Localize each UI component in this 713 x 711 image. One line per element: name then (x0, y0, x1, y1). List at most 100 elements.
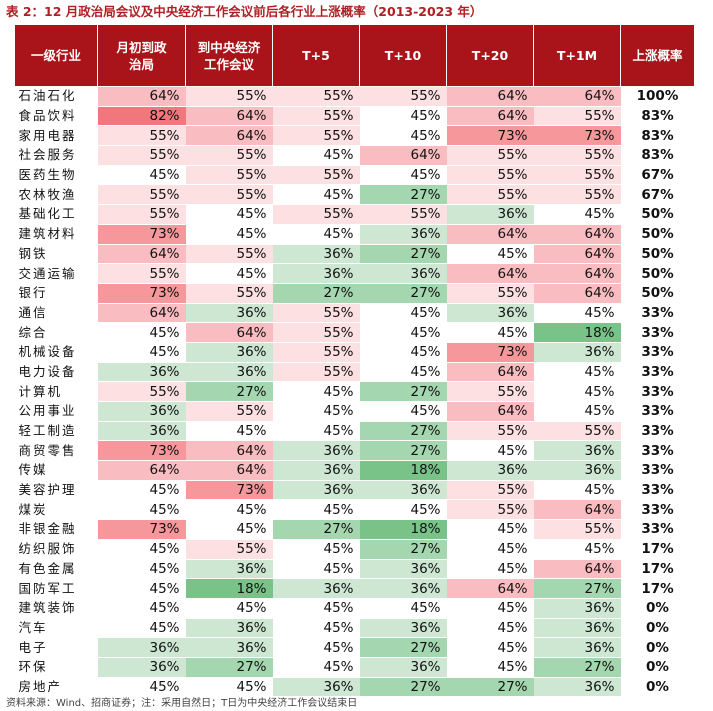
table-row: 环保 36% 27% 45% 36% 45% 27% 0% (14, 657, 695, 678)
probability-cell: 33% (620, 381, 695, 402)
table-body: 石油石化 64% 55% 55% 55% 64% 64% 100% 食品饮料 82% 64% 55% 4… (14, 86, 695, 698)
probability-cell: 33% (620, 460, 695, 481)
value-cell: 45% (359, 303, 447, 324)
value-cell: 55% (185, 184, 273, 206)
value-cell: 64% (446, 263, 534, 284)
table-row: 电力设备 36% 36% 55% 45% 64% 45% 33% (14, 362, 695, 383)
value-cell: 73% (97, 519, 186, 540)
probability-cell: 50% (620, 263, 695, 284)
probability-cell: 0% (620, 598, 695, 619)
header-probability: 上涨概率 (620, 24, 695, 87)
value-cell: 27% (533, 657, 621, 678)
table-row: 公用事业 36% 55% 45% 45% 64% 45% 33% (14, 401, 695, 422)
industry-name: 钢铁 (14, 244, 98, 265)
industry-name: 房地产 (14, 677, 98, 698)
value-cell: 55% (97, 125, 186, 147)
header-t10: T+10 (359, 24, 447, 87)
value-cell: 73% (446, 125, 534, 147)
value-cell: 36% (272, 578, 360, 599)
table-row: 非银金融 73% 45% 27% 18% 45% 55% 33% (14, 519, 695, 540)
header-t20: T+20 (446, 24, 534, 87)
value-cell: 36% (272, 460, 360, 481)
value-cell: 36% (185, 342, 273, 363)
value-cell: 45% (533, 480, 621, 501)
value-cell: 45% (97, 559, 186, 580)
probability-cell: 50% (620, 283, 695, 304)
industry-name: 非银金融 (14, 519, 98, 540)
value-cell: 55% (446, 283, 534, 304)
value-cell: 64% (185, 125, 273, 147)
value-cell: 45% (185, 519, 273, 540)
value-cell: 45% (533, 539, 621, 560)
value-cell: 36% (272, 244, 360, 265)
value-cell: 55% (533, 421, 621, 442)
probability-cell: 67% (620, 184, 695, 206)
value-cell: 73% (533, 125, 621, 147)
industry-probability-table: 一级行业 月初到政治局 到中央经济工作会议 T+5 T+10 T+20 T+1M… (14, 24, 695, 698)
value-cell: 55% (97, 263, 186, 284)
probability-cell: 0% (620, 657, 695, 678)
probability-cell: 83% (620, 106, 695, 127)
value-cell: 55% (533, 145, 621, 166)
value-cell: 45% (446, 598, 534, 619)
value-cell: 45% (272, 381, 360, 402)
value-cell: 45% (359, 598, 447, 619)
probability-cell: 17% (620, 578, 695, 599)
value-cell: 45% (185, 421, 273, 442)
value-cell: 55% (272, 106, 360, 127)
value-cell: 64% (446, 106, 534, 127)
value-cell: 64% (446, 224, 534, 245)
table-row: 煤炭 45% 45% 45% 45% 55% 64% 33% (14, 499, 695, 521)
value-cell: 45% (446, 559, 534, 580)
industry-name: 美容护理 (14, 480, 98, 501)
value-cell: 36% (97, 637, 186, 658)
probability-cell: 17% (620, 559, 695, 580)
value-cell: 55% (185, 244, 273, 265)
value-cell: 55% (533, 519, 621, 540)
table-row: 石油石化 64% 55% 55% 55% 64% 64% 100% (14, 86, 695, 107)
probability-cell: 33% (620, 499, 695, 521)
value-cell: 45% (97, 598, 186, 619)
value-cell: 45% (446, 244, 534, 265)
industry-name: 交通运输 (14, 263, 98, 284)
value-cell: 36% (97, 421, 186, 442)
value-cell: 45% (185, 224, 273, 245)
value-cell: 45% (97, 499, 186, 521)
table-row: 农林牧渔 55% 55% 45% 27% 55% 55% 67% (14, 184, 695, 206)
value-cell: 36% (359, 559, 447, 580)
table-row: 房地产 45% 45% 36% 27% 27% 36% 0% (14, 677, 695, 698)
value-cell: 64% (185, 106, 273, 127)
probability-cell: 83% (620, 125, 695, 147)
industry-name: 煤炭 (14, 499, 98, 521)
value-cell: 36% (446, 204, 534, 225)
value-cell: 45% (446, 539, 534, 560)
probability-cell: 33% (620, 480, 695, 501)
value-cell: 36% (185, 303, 273, 324)
value-cell: 55% (185, 283, 273, 304)
header-t1m: T+1M (533, 24, 621, 87)
value-cell: 27% (359, 244, 447, 265)
value-cell: 55% (533, 184, 621, 206)
value-cell: 45% (272, 184, 360, 206)
value-cell: 45% (359, 106, 447, 127)
value-cell: 45% (533, 303, 621, 324)
industry-name: 通信 (14, 303, 98, 324)
value-cell: 27% (446, 677, 534, 698)
value-cell: 45% (272, 145, 360, 166)
probability-cell: 50% (620, 204, 695, 225)
value-cell: 55% (97, 381, 186, 402)
industry-name: 建筑装饰 (14, 598, 98, 619)
value-cell: 64% (533, 224, 621, 245)
value-cell: 64% (359, 145, 447, 166)
value-cell: 73% (97, 283, 186, 304)
value-cell: 64% (533, 283, 621, 304)
value-cell: 55% (272, 165, 360, 186)
header-t5: T+5 (272, 24, 360, 87)
value-cell: 73% (446, 342, 534, 363)
table-row: 国防军工 45% 18% 36% 36% 64% 27% 17% (14, 578, 695, 599)
value-cell: 55% (359, 204, 447, 225)
table-row: 医药生物 45% 55% 55% 45% 55% 55% 67% (14, 165, 695, 186)
probability-cell: 0% (620, 618, 695, 639)
table-row: 食品饮料 82% 64% 55% 45% 64% 55% 83% (14, 106, 695, 127)
value-cell: 55% (359, 86, 447, 107)
